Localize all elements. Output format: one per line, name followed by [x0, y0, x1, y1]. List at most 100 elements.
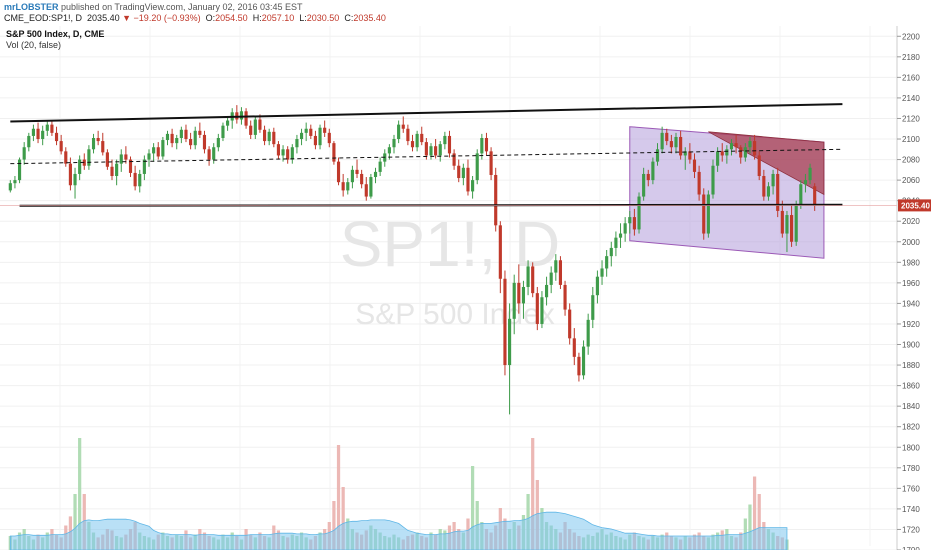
candle — [813, 186, 817, 206]
candle — [207, 149, 211, 160]
low-label: L: — [299, 13, 307, 23]
volume-ma — [9, 511, 788, 550]
axis-tick-label: 1740 — [902, 505, 920, 514]
candle — [544, 284, 549, 298]
candle — [91, 137, 96, 150]
candle — [743, 147, 747, 158]
candle — [68, 163, 72, 186]
candle — [526, 266, 530, 287]
candle — [221, 125, 225, 138]
candle — [739, 147, 743, 158]
close-value: 2035.40 — [353, 13, 386, 23]
candle — [609, 247, 613, 257]
candle — [341, 182, 345, 191]
candle — [142, 159, 146, 174]
trend-line-upper-channel — [10, 103, 843, 123]
candle — [64, 151, 68, 164]
axis-tick-label: 2160 — [902, 73, 920, 82]
candle — [41, 130, 45, 140]
candle — [22, 147, 26, 160]
candle — [290, 147, 294, 160]
legend-volume: Vol (20, false) — [6, 40, 62, 50]
legend-title: S&P 500 Index, D, CME — [6, 29, 105, 39]
candle — [512, 282, 516, 319]
candle — [614, 237, 618, 248]
last-price: 2035.40 — [87, 13, 120, 23]
candle — [711, 165, 715, 195]
volume-bar — [336, 445, 341, 550]
candle — [632, 217, 636, 230]
open-value: 2054.50 — [215, 13, 248, 23]
candle — [498, 225, 502, 279]
candle — [503, 278, 507, 366]
candle — [369, 177, 373, 197]
candle — [702, 194, 706, 234]
axis-tick-label: 2200 — [902, 32, 920, 41]
candle — [336, 161, 341, 183]
price-chart[interactable]: SP1!, D S&P 500 Index 170017201740176017… — [0, 26, 932, 550]
axis-tick-label: 2080 — [902, 156, 920, 165]
candle — [299, 132, 304, 140]
candle — [577, 356, 581, 376]
candle — [720, 151, 724, 156]
candle — [161, 140, 165, 157]
volume-bar — [332, 501, 336, 550]
candle — [350, 169, 354, 183]
axis-tick-label: 1960 — [902, 279, 920, 288]
candle — [494, 174, 498, 226]
candle — [27, 135, 31, 148]
candle — [568, 309, 572, 339]
candle — [253, 119, 257, 135]
axis-tick-label: 1720 — [902, 525, 920, 534]
high-label: H: — [252, 13, 262, 23]
axis-tick-label: 1920 — [902, 320, 920, 329]
candle — [734, 143, 738, 148]
axis-tick-label: 1820 — [902, 423, 920, 432]
candle — [683, 151, 687, 156]
candle — [156, 147, 160, 157]
candle — [780, 210, 784, 234]
candle — [753, 141, 757, 156]
candle — [466, 167, 470, 192]
candle — [540, 297, 544, 324]
author-link[interactable]: mrLOBSTER — [4, 2, 59, 12]
candle — [327, 132, 331, 144]
drawing-shapes[interactable] — [629, 126, 825, 259]
watermark-symbol: SP1!, D — [340, 208, 561, 280]
candle — [115, 163, 119, 177]
volume-bar — [341, 487, 345, 550]
candle — [794, 204, 798, 242]
candle — [434, 146, 438, 156]
candle — [475, 153, 479, 181]
candle — [651, 161, 655, 181]
candle — [267, 131, 271, 142]
trend-line-mid-line — [10, 148, 843, 165]
candle — [447, 135, 452, 154]
candle — [665, 132, 669, 142]
candle — [87, 149, 91, 166]
candle — [438, 144, 442, 156]
open-label: O: — [205, 13, 216, 23]
candle — [133, 172, 137, 187]
candle — [31, 128, 35, 136]
candle — [54, 132, 59, 142]
price-tag — [898, 199, 931, 212]
candle — [198, 130, 202, 135]
candle — [517, 282, 521, 304]
high-value: 2057.10 — [261, 13, 295, 23]
volume-bar — [470, 466, 475, 550]
price-axis[interactable]: 1700 1720 1740 1760 1780 1800 1820 1840 1860 1880… — [896, 26, 932, 550]
candle — [480, 137, 484, 154]
candle — [110, 166, 114, 177]
candle — [429, 146, 433, 156]
candle — [586, 319, 590, 347]
candle — [549, 272, 553, 285]
axis-tick-label: 2140 — [902, 94, 920, 103]
candle — [808, 167, 812, 181]
symbol-label: CME_EOD:SP1!, D — [4, 13, 83, 23]
candle — [420, 133, 424, 143]
candle — [272, 131, 276, 145]
candle — [799, 184, 803, 205]
candle — [318, 127, 322, 146]
trend-lines[interactable] — [0, 103, 897, 207]
